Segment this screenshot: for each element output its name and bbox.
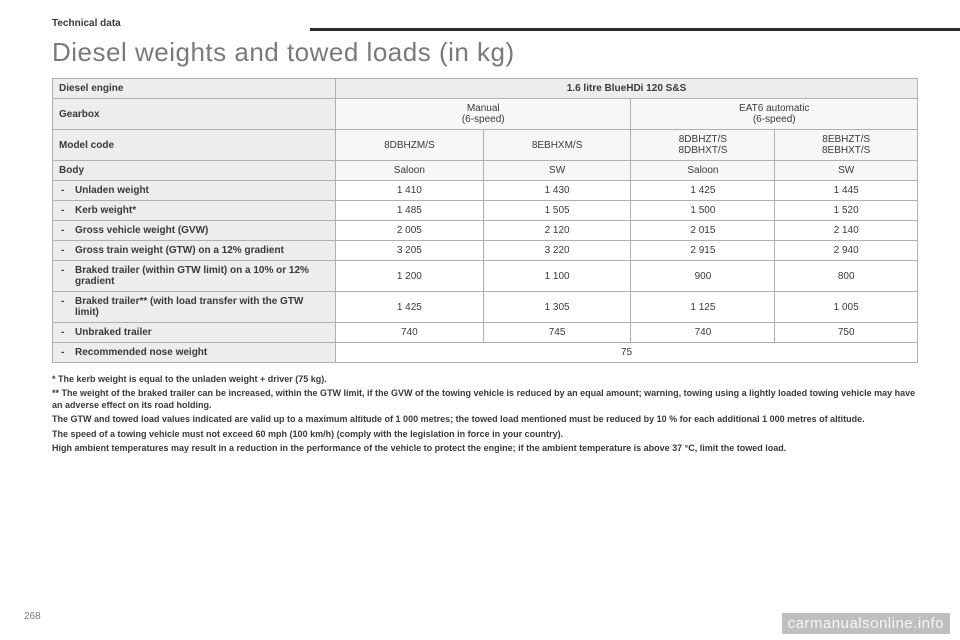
dash-icon: -: [61, 327, 75, 338]
footnote-line: * The kerb weight is equal to the unlade…: [52, 373, 918, 385]
page-title: Diesel weights and towed loads (in kg): [52, 37, 918, 68]
cell-gearbox-label: Gearbox: [53, 99, 336, 130]
watermark: carmanualsonline.info: [782, 613, 950, 634]
gearbox-auto-sub: (6-speed): [753, 114, 796, 125]
row-body: Body Saloon SW Saloon SW: [53, 161, 918, 181]
cell-modelcode-label: Model code: [53, 130, 336, 161]
cell-value: 1 430: [483, 181, 631, 201]
cell-value: 2 915: [631, 241, 775, 261]
page-number: 268: [24, 611, 41, 622]
row-label: -Unladen weight: [53, 181, 336, 201]
row-label-text: Unladen weight: [75, 185, 329, 196]
row-label-text: Braked trailer (within GTW limit) on a 1…: [75, 265, 329, 287]
table-row: -Unbraked trailer740745740750: [53, 323, 918, 343]
row-label: -Gross train weight (GTW) on a 12% gradi…: [53, 241, 336, 261]
footnote-line: The GTW and towed load values indicated …: [52, 413, 918, 425]
cell-value: 2 005: [336, 221, 484, 241]
table-row: -Gross train weight (GTW) on a 12% gradi…: [53, 241, 918, 261]
row-label-text: Kerb weight*: [75, 205, 329, 216]
cell-value: 1 500: [631, 201, 775, 221]
cell-engine-value: 1.6 litre BlueHDi 120 S&S: [336, 79, 918, 99]
cell-modelcode-0: 8DBHZM/S: [336, 130, 484, 161]
cell-value: 1 005: [775, 292, 918, 323]
dash-icon: -: [61, 265, 75, 287]
dash-icon: -: [61, 347, 75, 358]
cell-engine-label: Diesel engine: [53, 79, 336, 99]
cell-value: 740: [631, 323, 775, 343]
gearbox-manual-sub: (6-speed): [462, 114, 505, 125]
footnote-line: The speed of a towing vehicle must not e…: [52, 428, 918, 440]
row-label: -Recommended nose weight: [53, 343, 336, 363]
cell-modelcode-1: 8EBHXM/S: [483, 130, 631, 161]
cell-value: 2 140: [775, 221, 918, 241]
row-label: -Unbraked trailer: [53, 323, 336, 343]
row-label-text: Unbraked trailer: [75, 327, 329, 338]
row-label: -Kerb weight*: [53, 201, 336, 221]
cell-modelcode-3: 8EBHZT/S 8EBHXT/S: [775, 130, 918, 161]
cell-gearbox-auto: EAT6 automatic (6-speed): [631, 99, 918, 130]
row-label-text: Gross train weight (GTW) on a 12% gradie…: [75, 245, 329, 256]
cell-value: 740: [336, 323, 484, 343]
cell-modelcode-2: 8DBHZT/S 8DBHXT/S: [631, 130, 775, 161]
table-row: -Kerb weight*1 4851 5051 5001 520: [53, 201, 918, 221]
cell-value: 1 410: [336, 181, 484, 201]
cell-value: 3 220: [483, 241, 631, 261]
cell-value: 745: [483, 323, 631, 343]
table-row: -Recommended nose weight75: [53, 343, 918, 363]
row-engine: Diesel engine 1.6 litre BlueHDi 120 S&S: [53, 79, 918, 99]
row-label: -Braked trailer (within GTW limit) on a …: [53, 261, 336, 292]
cell-value: 1 305: [483, 292, 631, 323]
cell-body-2: Saloon: [631, 161, 775, 181]
cell-value: 1 200: [336, 261, 484, 292]
footnote-line: ** The weight of the braked trailer can …: [52, 387, 918, 411]
page: Technical data Diesel weights and towed …: [0, 0, 960, 640]
row-label: -Braked trailer** (with load transfer wi…: [53, 292, 336, 323]
cell-value: 1 485: [336, 201, 484, 221]
cell-value: 1 445: [775, 181, 918, 201]
cell-value: 750: [775, 323, 918, 343]
cell-value: 1 520: [775, 201, 918, 221]
cell-value: 1 505: [483, 201, 631, 221]
dash-icon: -: [61, 205, 75, 216]
cell-value: 800: [775, 261, 918, 292]
cell-body-label: Body: [53, 161, 336, 181]
row-gearbox: Gearbox Manual (6-speed) EAT6 automatic …: [53, 99, 918, 130]
spec-table: Diesel engine 1.6 litre BlueHDi 120 S&S …: [52, 78, 918, 363]
cell-value: 3 205: [336, 241, 484, 261]
footnotes: * The kerb weight is equal to the unlade…: [52, 373, 918, 454]
cell-value: 2 940: [775, 241, 918, 261]
gearbox-manual-text: Manual: [467, 103, 500, 114]
table-row: -Braked trailer (within GTW limit) on a …: [53, 261, 918, 292]
dash-icon: -: [61, 225, 75, 236]
cell-body-1: SW: [483, 161, 631, 181]
cell-value: 1 125: [631, 292, 775, 323]
data-rows: -Unladen weight1 4101 4301 4251 445-Kerb…: [53, 181, 918, 363]
gearbox-auto-text: EAT6 automatic: [739, 103, 809, 114]
row-label-text: Gross vehicle weight (GVW): [75, 225, 329, 236]
dash-icon: -: [61, 245, 75, 256]
dash-icon: -: [61, 296, 75, 318]
cell-body-0: Saloon: [336, 161, 484, 181]
table-row: -Unladen weight1 4101 4301 4251 445: [53, 181, 918, 201]
cell-value: 2 015: [631, 221, 775, 241]
cell-value: 1 100: [483, 261, 631, 292]
cell-value: 2 120: [483, 221, 631, 241]
cell-body-3: SW: [775, 161, 918, 181]
header-rule: [310, 28, 960, 31]
table-row: -Braked trailer** (with load transfer wi…: [53, 292, 918, 323]
cell-gearbox-manual: Manual (6-speed): [336, 99, 631, 130]
cell-value: 1 425: [631, 181, 775, 201]
dash-icon: -: [61, 185, 75, 196]
cell-value: 1 425: [336, 292, 484, 323]
row-label-text: Recommended nose weight: [75, 347, 329, 358]
cell-value: 900: [631, 261, 775, 292]
footnote-line: High ambient temperatures may result in …: [52, 442, 918, 454]
row-label: -Gross vehicle weight (GVW): [53, 221, 336, 241]
table-row: -Gross vehicle weight (GVW)2 0052 1202 0…: [53, 221, 918, 241]
cell-value: 75: [336, 343, 918, 363]
row-modelcode: Model code 8DBHZM/S 8EBHXM/S 8DBHZT/S 8D…: [53, 130, 918, 161]
row-label-text: Braked trailer** (with load transfer wit…: [75, 296, 329, 318]
